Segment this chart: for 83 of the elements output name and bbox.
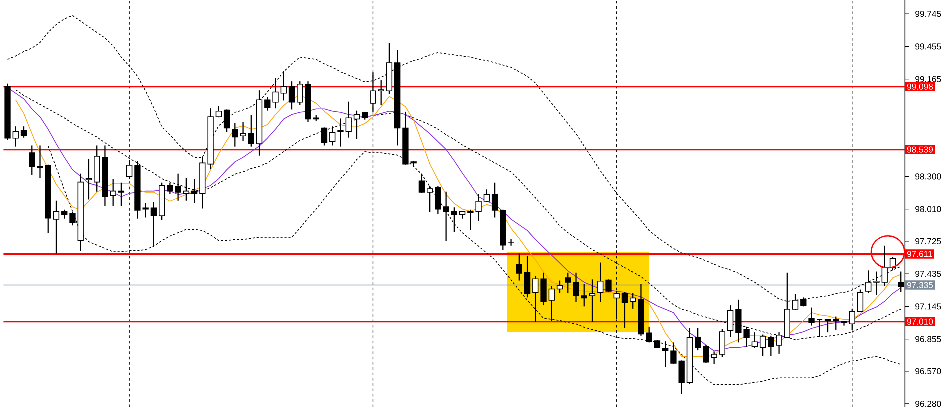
- candlestick: [882, 246, 888, 286]
- candlestick: [540, 272, 547, 306]
- candlestick: [86, 159, 92, 200]
- candlestick: [508, 238, 514, 246]
- candlestick: [573, 272, 580, 302]
- candlestick: [12, 126, 19, 147]
- candlestick: [20, 126, 28, 138]
- candlestick: [29, 146, 36, 175]
- y-tick-label: 98.300: [916, 173, 942, 180]
- candlestick: [589, 279, 596, 322]
- y-tick-label: 96.280: [916, 400, 942, 407]
- candlestick: [297, 81, 304, 106]
- candlestick: [37, 146, 44, 178]
- candlestick: [816, 318, 823, 337]
- candlestick: [426, 186, 434, 212]
- candlestick: [264, 97, 271, 111]
- ref-line-label: 98.539: [907, 146, 934, 153]
- candlestick: [760, 334, 766, 356]
- candlestick: [662, 341, 669, 368]
- y-tick-label: 98.010: [916, 206, 942, 212]
- candlestick: [532, 276, 539, 322]
- candlestick: [857, 290, 864, 312]
- candlestick: [378, 80, 384, 106]
- candlestick: [280, 71, 287, 101]
- candlestick: [330, 126, 336, 146]
- candlestick: [418, 174, 426, 193]
- candlestick: [678, 360, 685, 394]
- candlestick: [110, 179, 116, 206]
- candlestick: [524, 256, 531, 298]
- candlestick: [191, 179, 198, 203]
- y-tick-label: 99.455: [916, 43, 942, 50]
- candlestick: [841, 321, 848, 326]
- candlestick: [866, 270, 872, 293]
- candlestick: [484, 189, 490, 202]
- candlestick: [646, 326, 652, 342]
- candlestick: [622, 292, 628, 328]
- candlestick: [354, 110, 360, 139]
- candlestick: [126, 160, 133, 180]
- candlestick: [670, 342, 677, 364]
- candlestick: [240, 122, 246, 142]
- y-tick-label: 99.745: [916, 10, 942, 17]
- y-tick-label: 97.145: [916, 303, 942, 310]
- y-tick-label: 99.165: [916, 76, 942, 82]
- ref-line-label: 97.611: [907, 250, 932, 258]
- candlestick: [492, 182, 498, 218]
- candlestick: [548, 286, 555, 322]
- y-tick-label: 97.725: [916, 238, 942, 244]
- candlestick: [727, 305, 734, 337]
- candlestick: [53, 200, 60, 254]
- candlestick: [630, 292, 636, 309]
- candlestick: [216, 106, 222, 118]
- candlestick: [224, 110, 230, 132]
- candlestick: [346, 102, 352, 138]
- y-tick-label: 97.435: [916, 270, 942, 277]
- ref-line-label: 97.335: [907, 282, 934, 288]
- ref-line-label: 99.098: [907, 84, 934, 90]
- y-tick-label: 96.570: [916, 368, 942, 374]
- candlestick: [581, 284, 588, 306]
- candlestick: [694, 328, 702, 350]
- candlestick: [248, 115, 254, 147]
- candlestick: [606, 279, 612, 292]
- candlestick: [556, 280, 564, 293]
- candlestick: [288, 81, 296, 110]
- candlestick: [118, 182, 125, 206]
- candlestick: [272, 78, 279, 108]
- candlestick: [338, 118, 344, 147]
- candlestick: [874, 272, 880, 296]
- candlestick: [808, 308, 815, 326]
- y-tick-label: 96.855: [916, 336, 942, 342]
- candlestick: [833, 316, 840, 330]
- candlestick: [232, 123, 238, 147]
- candlestick: [516, 254, 522, 281]
- candlestick: [183, 178, 190, 201]
- candlestick: [70, 212, 76, 226]
- candlestick: [321, 128, 328, 146]
- ref-line-label: 97.010: [907, 318, 934, 325]
- candlestick: [719, 328, 726, 358]
- candlestick: [150, 202, 158, 247]
- candlestick: [451, 207, 458, 232]
- candlestick: [824, 318, 832, 332]
- candlestick: [598, 262, 604, 302]
- candlestick: [752, 332, 758, 348]
- candlestick: [565, 272, 572, 293]
